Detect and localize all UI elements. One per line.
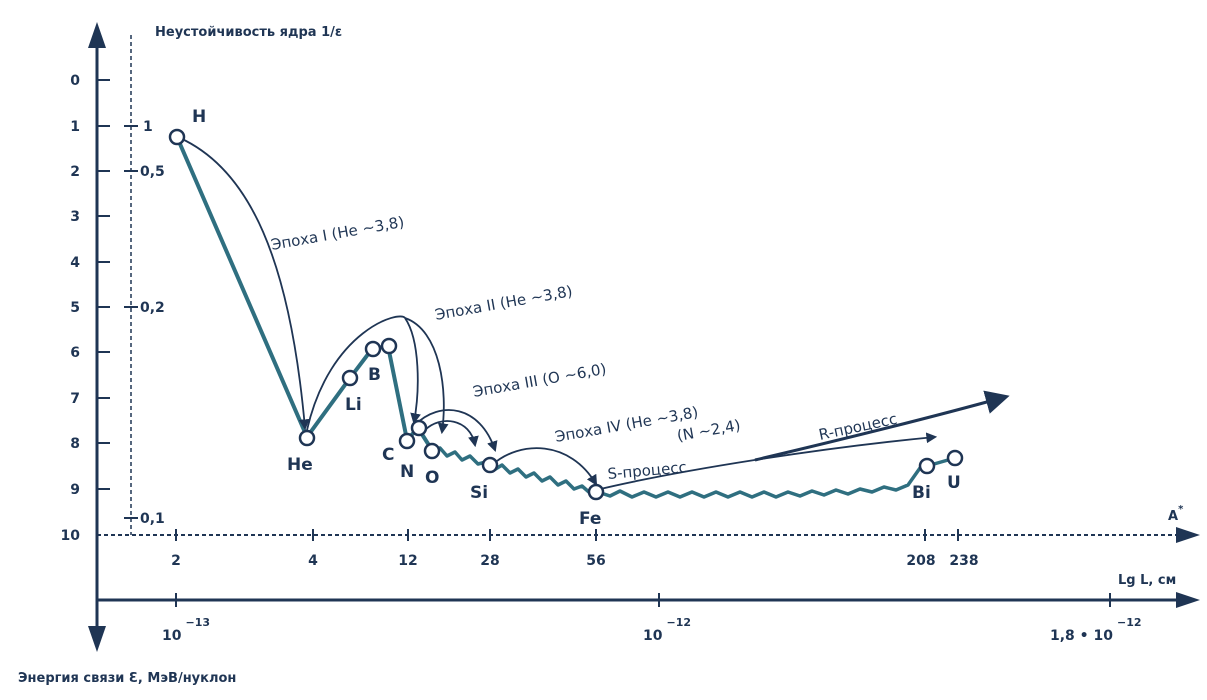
stability-curve-jagged <box>431 446 956 499</box>
inner-tick-label: 0,1 <box>140 511 165 527</box>
left-tick-label: 1 <box>70 119 80 135</box>
epoch-3-label: Эпоха III (O ~6,0) <box>472 360 608 401</box>
element-label-fe: Fe <box>579 509 601 529</box>
length-tick-label: 10−13 <box>162 616 210 644</box>
mass-axis-ticks <box>175 529 959 541</box>
marker-n <box>410 419 428 437</box>
mass-tick-label: 28 <box>480 553 499 569</box>
element-label-si: Si <box>470 483 488 503</box>
element-label-b: B <box>368 365 381 385</box>
epoch-2-arrow-to-c <box>404 317 421 425</box>
stability-curve-main <box>175 136 434 452</box>
length-axis-arrow-icon <box>1176 592 1200 608</box>
epoch-2-label: Эпоха II (He ~3,8) <box>434 282 574 324</box>
epoch-2-arc-a <box>306 315 406 431</box>
binding-energy-title: Энергия связи Ɛ, МэВ/нуклон <box>18 671 236 686</box>
element-label-bi: Bi <box>912 483 931 503</box>
left-tick-label: 2 <box>70 164 80 180</box>
mass-tick-label: 12 <box>398 553 417 569</box>
epoch-3-arc <box>414 409 498 453</box>
left-tick-label: 5 <box>70 300 80 316</box>
epoch-1-label: Эпоха I (He ~3,8) <box>270 213 406 254</box>
marker-bi <box>918 457 936 475</box>
left-tick-label: 7 <box>70 391 80 407</box>
marker-fe <box>587 483 605 501</box>
length-tick-label: 1,8 • 10−12 <box>1050 616 1142 644</box>
marker-h <box>168 128 186 146</box>
inner-tick-label: 1 <box>143 119 153 135</box>
marker-u <box>946 449 964 467</box>
mass-tick-label: 2 <box>171 553 181 569</box>
y-axis-title: Неустойчивость ядра 1/ε <box>155 25 342 40</box>
r-process-label: R-процесс <box>817 410 899 444</box>
left-tick-label: 9 <box>70 482 80 498</box>
r-process-arrow <box>754 390 1010 462</box>
length-tick-label: 10−12 <box>643 616 691 644</box>
element-label-n: N <box>400 462 414 482</box>
epoch-2-arrow-to-o <box>404 317 449 435</box>
inner-tick-label: 0,5 <box>140 164 165 180</box>
marker-b2 <box>380 337 398 355</box>
mass-axis-arrow-icon <box>1176 527 1200 543</box>
inner-axis-ticks <box>124 125 138 519</box>
marker-c <box>398 432 416 450</box>
marker-o <box>423 442 441 460</box>
y-axis-up-arrow-icon <box>88 22 106 48</box>
left-tick-label: 10 <box>61 528 81 544</box>
left-axis-ticks <box>97 79 110 490</box>
marker-si <box>481 456 499 474</box>
epoch-3-arc-b <box>424 420 479 448</box>
left-tick-label: 8 <box>70 436 80 452</box>
element-label-li: Li <box>345 395 362 415</box>
element-label-c: C <box>382 445 394 465</box>
mass-tick-label: 56 <box>586 553 605 569</box>
s-process-arrow <box>595 432 938 491</box>
epoch-4-arc <box>491 447 598 486</box>
marker-he <box>298 429 316 447</box>
mass-tick-label: 238 <box>949 553 978 569</box>
element-label-he: He <box>287 455 313 475</box>
mass-axis-label: A* <box>1168 504 1184 524</box>
inner-tick-label: 0,2 <box>140 300 165 316</box>
length-axis-label: Lg L, см <box>1118 573 1176 588</box>
element-label-u: U <box>947 473 961 493</box>
marker-b1 <box>364 340 382 358</box>
left-tick-label: 6 <box>70 345 80 361</box>
element-label-h: H <box>192 107 206 127</box>
marker-li <box>341 369 359 387</box>
s-process-label: S-процесс <box>607 458 688 483</box>
mass-tick-label: 208 <box>906 553 935 569</box>
left-tick-label: 3 <box>70 209 80 225</box>
mass-tick-label: 4 <box>308 553 318 569</box>
y-axis-down-arrow-icon <box>88 626 106 652</box>
epoch-1-arrow <box>179 137 310 431</box>
left-tick-label: 4 <box>70 255 80 271</box>
element-label-o: O <box>425 468 439 488</box>
left-tick-label: 0 <box>70 73 80 89</box>
length-axis-ticks <box>175 593 1111 607</box>
